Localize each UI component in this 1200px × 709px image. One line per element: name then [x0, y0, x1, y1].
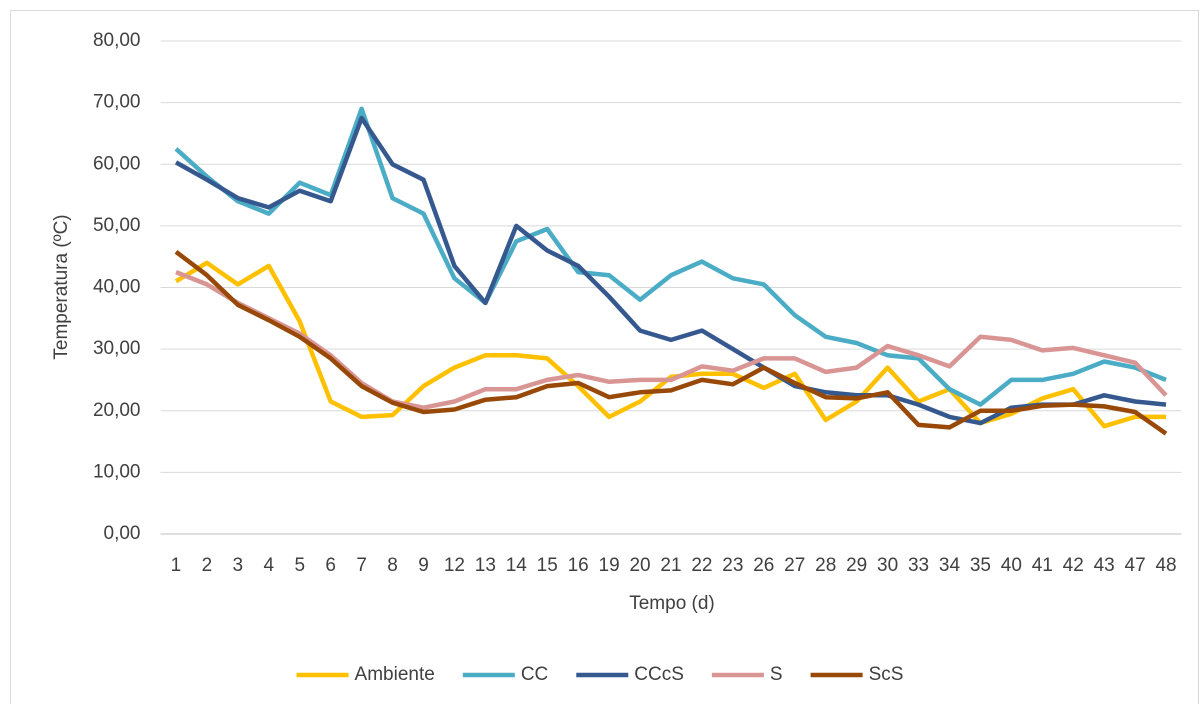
x-tick-label: 2 — [202, 555, 213, 576]
x-tick-label: 48 — [1155, 555, 1176, 576]
x-tick-label: 47 — [1125, 555, 1146, 576]
legend-label: ScS — [869, 664, 904, 685]
x-tick-label: 30 — [877, 555, 898, 576]
y-tick-label: 40,00 — [93, 277, 141, 298]
x-tick-label: 23 — [722, 555, 743, 576]
x-tick-label: 21 — [660, 555, 681, 576]
x-tick-label: 19 — [599, 555, 620, 576]
y-tick-label: 0,00 — [104, 523, 141, 544]
x-tick-label: 33 — [908, 555, 929, 576]
x-axis-label: Tempo (d) — [629, 593, 715, 614]
x-tick-label: 3 — [233, 555, 244, 576]
x-tick-label: 35 — [970, 555, 991, 576]
x-tick-label: 27 — [784, 555, 805, 576]
x-tick-label: 26 — [753, 555, 774, 576]
y-tick-label: 50,00 — [93, 215, 141, 236]
x-tick-label: 8 — [387, 555, 398, 576]
series-line — [174, 260, 1166, 429]
x-tick-label: 14 — [506, 555, 528, 576]
x-tick-label: 9 — [418, 555, 429, 576]
x-tick-label: 42 — [1063, 555, 1084, 576]
x-tick-label: 41 — [1032, 555, 1053, 576]
series-line — [175, 270, 1168, 410]
legend-label: Ambiente — [355, 664, 435, 685]
x-tick-label: 5 — [294, 555, 305, 576]
legend-label: CCcS — [634, 664, 684, 685]
y-tick-label: 10,00 — [93, 461, 141, 482]
x-tick-label: 6 — [325, 555, 336, 576]
chart-frame — [10, 10, 1199, 709]
x-tick-label: 29 — [846, 555, 867, 576]
x-tick-label: 22 — [691, 555, 712, 576]
x-tick-label: 28 — [815, 555, 836, 576]
x-tick-label: 13 — [475, 555, 496, 576]
x-tick-label: 7 — [356, 555, 367, 576]
x-tick-label: 15 — [537, 555, 558, 576]
x-tick-label: 1 — [171, 555, 182, 576]
series-line — [174, 250, 1168, 436]
y-axis-label: Temperatura (ºC) — [51, 214, 72, 359]
y-tick-label: 70,00 — [93, 92, 141, 113]
x-tick-label: 16 — [568, 555, 589, 576]
x-tick-label: 40 — [1001, 555, 1022, 576]
x-tick-label: 20 — [629, 555, 650, 576]
y-tick-label: 20,00 — [93, 400, 141, 421]
x-tick-label: 12 — [444, 555, 465, 576]
y-tick-label: 30,00 — [93, 338, 141, 359]
legend-label: CC — [521, 664, 548, 685]
series-line — [174, 106, 1167, 407]
x-tick-label: 34 — [939, 555, 961, 576]
y-tick-label: 60,00 — [93, 153, 141, 174]
y-tick-label: 80,00 — [93, 30, 141, 51]
x-tick-label: 4 — [263, 555, 274, 576]
x-tick-label: 43 — [1094, 555, 1115, 576]
legend-label: S — [770, 664, 783, 685]
